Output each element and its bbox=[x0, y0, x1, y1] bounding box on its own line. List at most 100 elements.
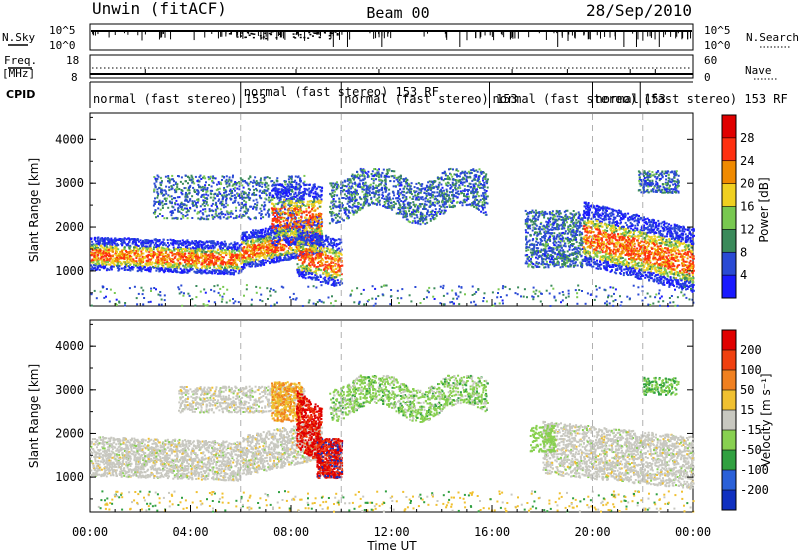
echo-cell bbox=[223, 269, 225, 272]
echo-cell bbox=[313, 224, 316, 227]
echo-cell bbox=[193, 263, 196, 266]
echo-cell bbox=[110, 265, 113, 268]
echo-cell bbox=[104, 237, 107, 240]
echo-cell bbox=[293, 193, 296, 196]
echo-cell bbox=[174, 202, 177, 205]
echo-cell bbox=[184, 199, 187, 202]
echo-cell bbox=[276, 256, 279, 259]
echo-cell bbox=[282, 220, 285, 223]
echo-cell bbox=[286, 227, 288, 230]
echo-cell bbox=[147, 242, 150, 245]
echo-cell bbox=[228, 253, 231, 256]
echo-cell bbox=[284, 222, 287, 225]
echo-cell bbox=[158, 251, 161, 254]
echo-cell bbox=[183, 261, 186, 264]
echo-cell bbox=[313, 203, 316, 206]
echo-cell bbox=[254, 247, 257, 249]
echo-cell bbox=[247, 193, 250, 196]
echo-cell bbox=[288, 230, 291, 233]
echo-cell bbox=[284, 194, 287, 197]
echo-cell bbox=[286, 185, 289, 188]
echo-cell bbox=[173, 263, 176, 266]
echo-cell bbox=[185, 191, 187, 194]
echo-cell bbox=[202, 208, 205, 211]
echo-cell bbox=[264, 213, 267, 216]
echo-cell bbox=[196, 242, 199, 245]
echo-cell bbox=[170, 270, 173, 273]
echo-cell bbox=[275, 235, 278, 238]
echo-cell bbox=[177, 251, 180, 254]
echo-cell bbox=[225, 190, 228, 193]
echo-cell bbox=[112, 261, 115, 264]
echo-cell bbox=[300, 271, 303, 274]
echo-cell bbox=[260, 254, 263, 257]
echo-cell bbox=[306, 188, 309, 191]
echo-cell bbox=[252, 229, 255, 232]
echo-cell bbox=[240, 192, 243, 195]
echo-cell bbox=[199, 268, 202, 271]
echo-cell bbox=[207, 194, 210, 197]
echo-cell bbox=[334, 279, 337, 282]
echo-cell bbox=[305, 218, 308, 221]
echo-cell bbox=[232, 273, 235, 276]
echo-cell bbox=[288, 193, 291, 196]
echo-cell bbox=[315, 230, 318, 232]
echo-cell bbox=[195, 260, 198, 263]
echo-cell bbox=[215, 260, 218, 263]
echo-cell bbox=[179, 246, 182, 249]
echo-cell bbox=[195, 246, 198, 249]
echo-cell bbox=[306, 230, 309, 233]
echo-cell bbox=[198, 180, 201, 183]
echo-cell bbox=[268, 236, 270, 239]
echo-cell bbox=[188, 241, 191, 244]
echo-cell bbox=[112, 265, 115, 268]
echo-cell bbox=[304, 216, 307, 219]
echo-cell bbox=[196, 271, 199, 274]
echo-cell bbox=[241, 233, 244, 236]
echo-cell bbox=[227, 260, 230, 263]
echo-cell bbox=[171, 239, 174, 242]
echo-cell bbox=[268, 227, 271, 230]
echo-cell bbox=[318, 232, 321, 235]
echo-cell bbox=[271, 180, 274, 182]
echo-cell bbox=[310, 228, 313, 231]
echo-cell bbox=[262, 247, 265, 250]
echo-cell bbox=[178, 210, 181, 213]
nsearch-dot bbox=[311, 35, 314, 37]
echo-cell bbox=[240, 216, 243, 219]
echo-cell bbox=[284, 235, 287, 238]
echo-cell bbox=[217, 212, 220, 215]
echo-cell bbox=[321, 264, 324, 267]
echo-cell bbox=[273, 187, 276, 190]
echo-cell bbox=[162, 261, 164, 264]
echo-cell bbox=[228, 211, 231, 214]
echo-cell bbox=[181, 205, 183, 208]
nsky-tick-bottom: 10^0 bbox=[49, 39, 76, 52]
echo-cell bbox=[153, 189, 155, 192]
echo-cell bbox=[230, 179, 233, 182]
echo-cell bbox=[225, 195, 228, 198]
echo-cell bbox=[195, 255, 198, 258]
echo-cell bbox=[317, 200, 319, 203]
echo-cell bbox=[243, 235, 245, 237]
echo-cell bbox=[303, 224, 306, 227]
echo-cell bbox=[279, 192, 282, 195]
echo-cell bbox=[184, 198, 187, 201]
echo-cell bbox=[250, 261, 253, 264]
echo-cell bbox=[208, 266, 211, 269]
echo-cell bbox=[286, 232, 289, 234]
echo-cell bbox=[206, 272, 209, 275]
echo-cell bbox=[168, 270, 170, 273]
echo-cell bbox=[302, 182, 305, 185]
echo-cell bbox=[283, 216, 286, 219]
echo-cell bbox=[114, 260, 117, 263]
echo-cell bbox=[122, 260, 125, 263]
echo-cell bbox=[287, 195, 290, 198]
echo-cell bbox=[279, 208, 282, 211]
echo-cell bbox=[230, 192, 232, 195]
echo-cell bbox=[212, 262, 215, 265]
echo-cell bbox=[146, 254, 149, 257]
echo-cell bbox=[187, 200, 190, 203]
echo-cell bbox=[280, 205, 283, 208]
echo-cell bbox=[264, 258, 267, 261]
